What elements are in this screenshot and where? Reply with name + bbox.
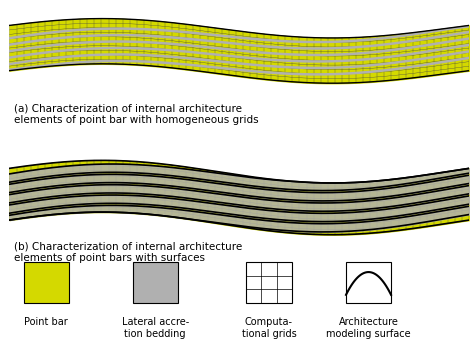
Bar [246,262,292,303]
Text: Lateral accre-
tion bedding: Lateral accre- tion bedding [122,317,189,339]
Bar [346,262,391,303]
Text: (b) Characterization of internal architecture
elements of point bars with surfac: (b) Characterization of internal archite… [14,241,242,263]
Text: Architecture
modeling surface: Architecture modeling surface [326,317,411,339]
Bar [24,262,69,303]
Text: Computa-
tional grids: Computa- tional grids [242,317,296,339]
Text: Point bar: Point bar [24,317,68,327]
Text: (a) Characterization of internal architecture
elements of point bar with homogen: (a) Characterization of internal archite… [14,104,259,126]
Bar [133,262,178,303]
